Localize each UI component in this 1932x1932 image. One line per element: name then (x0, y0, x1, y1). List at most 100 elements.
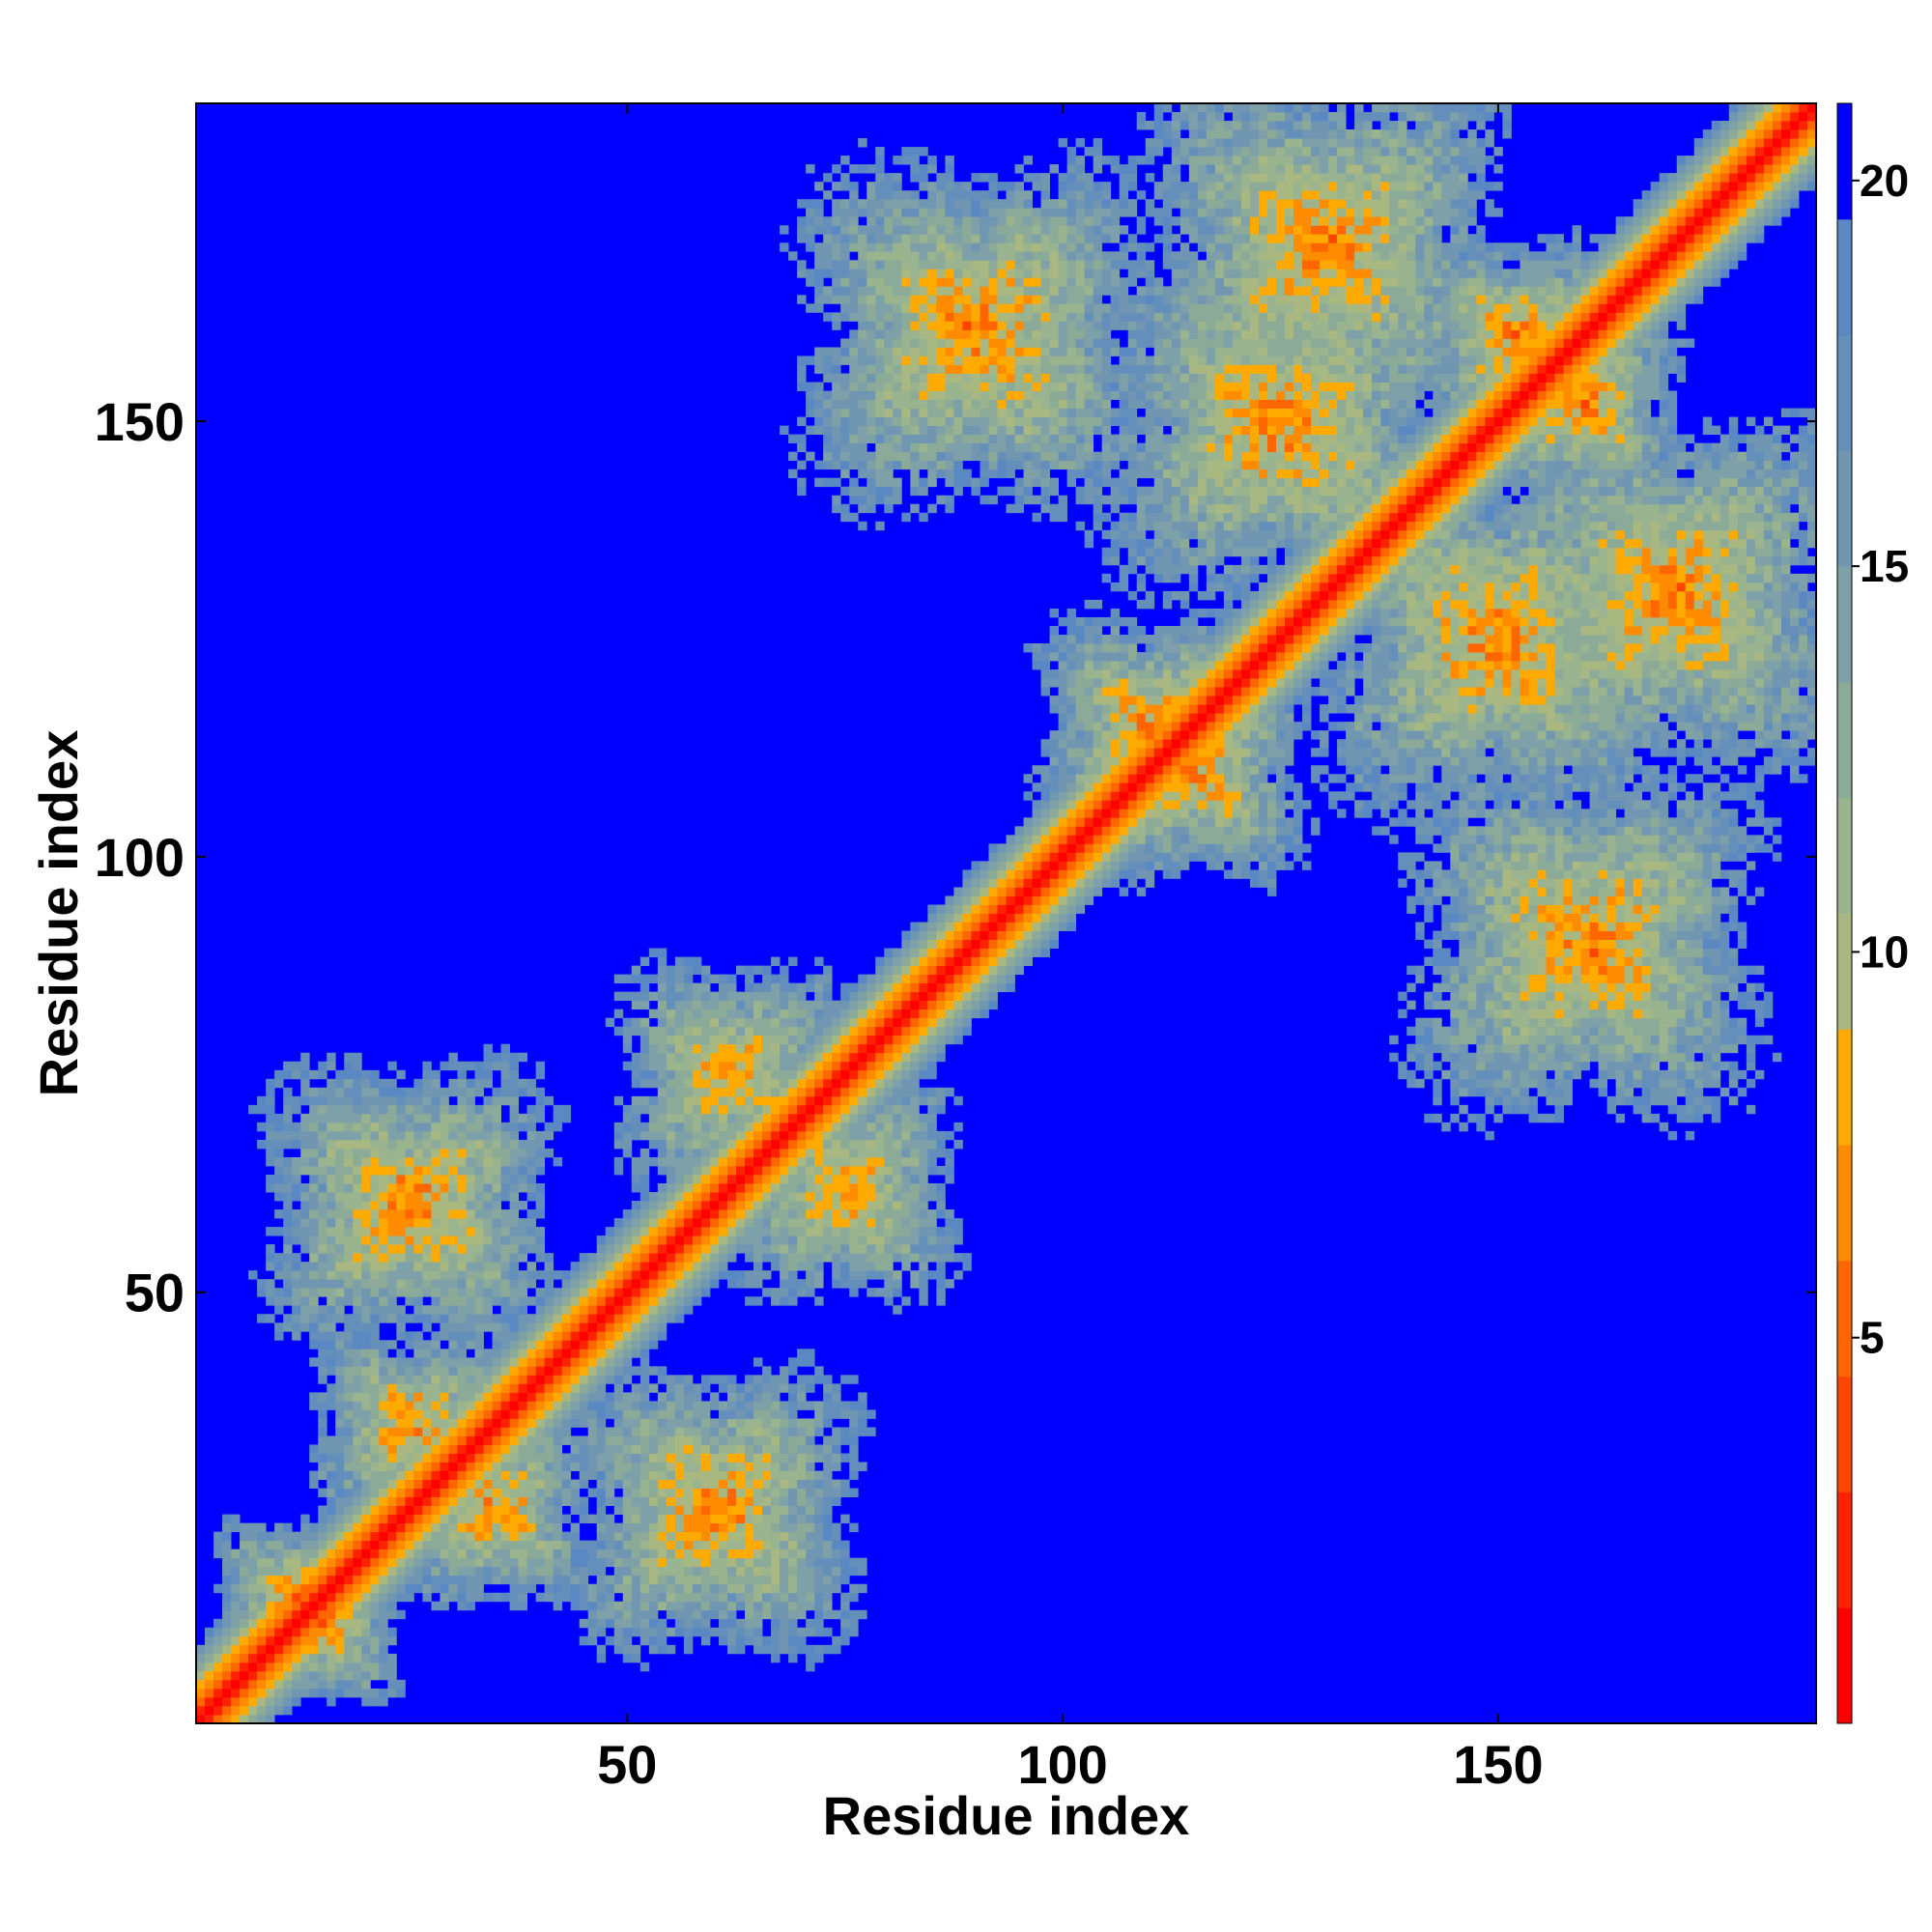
heatmap-cell (344, 1087, 354, 1097)
heatmap-cell (283, 1069, 293, 1080)
heatmap-cell (919, 1288, 928, 1297)
heatmap-cell (466, 1366, 475, 1376)
heatmap-cell (474, 1165, 484, 1176)
heatmap-cell (518, 1052, 528, 1063)
heatmap-cell (474, 1540, 484, 1550)
heatmap-cell (492, 1052, 501, 1063)
heatmap-cell (448, 1113, 458, 1123)
heatmap-cell (745, 1375, 754, 1384)
heatmap-cell (814, 1375, 824, 1384)
heatmap-cell (283, 1262, 293, 1271)
heatmap-cell (553, 1288, 563, 1297)
heatmap-cell (1667, 1069, 1678, 1080)
heatmap-cell (631, 1305, 641, 1315)
heatmap-cell (1554, 1078, 1564, 1089)
heatmap-cell (335, 1192, 345, 1202)
heatmap-cell (840, 1592, 850, 1603)
heatmap-cell (849, 1104, 859, 1115)
heatmap-cell (875, 1192, 885, 1202)
heatmap-cell (535, 1366, 546, 1376)
heatmap-cell (674, 1618, 685, 1629)
heatmap-cell (526, 1409, 537, 1419)
heatmap-cell (309, 1227, 319, 1236)
heatmap-cell (240, 1714, 249, 1724)
heatmap-cell (692, 1122, 702, 1132)
heatmap-cell (709, 1531, 720, 1542)
heatmap-cell (300, 1583, 310, 1594)
heatmap-cell (875, 1087, 885, 1097)
heatmap-cell (466, 1540, 475, 1550)
heatmap-cell (709, 1183, 720, 1193)
heatmap-cell (370, 1618, 380, 1629)
heatmap-cell (745, 1201, 754, 1210)
heatmap-cell (726, 1435, 737, 1445)
heatmap-cell (840, 1104, 850, 1115)
heatmap-cell (570, 1548, 581, 1559)
heatmap-cell (797, 199, 807, 209)
heatmap-cell (674, 1531, 685, 1542)
heatmap-cell (700, 991, 711, 1002)
heatmap-cell (666, 1609, 676, 1620)
heatmap-cell (483, 1496, 493, 1506)
heatmap-cell (413, 1453, 423, 1463)
heatmap-cell (300, 1192, 310, 1202)
heatmap-cell (553, 1357, 563, 1367)
heatmap-cell (745, 1575, 754, 1585)
heatmap-cell (561, 1427, 572, 1436)
heatmap-cell (266, 1575, 275, 1585)
heatmap-cell (745, 1035, 754, 1045)
heatmap-cell (300, 1609, 310, 1620)
heatmap-cell (283, 1644, 293, 1655)
heatmap-cell (457, 1305, 467, 1315)
heatmap-cell (353, 1236, 362, 1245)
heatmap-cell (814, 1244, 824, 1254)
heatmap-cell (422, 1557, 432, 1568)
heatmap-cell (648, 1462, 659, 1471)
heatmap-cell (509, 1305, 519, 1315)
heatmap-cell (422, 1427, 432, 1436)
heatmap-cell (266, 1183, 275, 1193)
heatmap-cell (231, 1601, 241, 1611)
heatmap-cell (318, 1435, 327, 1445)
heatmap-cell (379, 1183, 388, 1193)
heatmap-cell (718, 1470, 728, 1480)
heatmap-cell (718, 1531, 728, 1542)
heatmap-cell (849, 1069, 859, 1080)
heatmap-cell (422, 1496, 432, 1506)
heatmap-cell (806, 1192, 815, 1202)
heatmap-cell (797, 1148, 807, 1158)
heatmap-cell (726, 1148, 737, 1158)
heatmap-cell (387, 1078, 397, 1089)
heatmap-cell (814, 1522, 824, 1533)
heatmap-cell (335, 1644, 345, 1655)
heatmap-cell (344, 1113, 354, 1123)
heatmap-cell (692, 1601, 702, 1611)
heatmap-cell (596, 1357, 607, 1367)
heatmap-cell (509, 1113, 519, 1123)
heatmap-cell (327, 1296, 336, 1306)
heatmap-cell (448, 1165, 458, 1176)
heatmap-cell (806, 1662, 815, 1672)
heatmap-cell (266, 1087, 275, 1097)
heatmap-cell (500, 1479, 510, 1489)
heatmap-cell (257, 1566, 267, 1577)
heatmap-cell (283, 1322, 293, 1332)
heatmap-cell (884, 1113, 894, 1123)
heatmap-cell (893, 1236, 902, 1245)
heatmap-cell (474, 1592, 484, 1603)
heatmap-cell (622, 1244, 633, 1254)
heatmap-cell (448, 1505, 458, 1516)
heatmap-cell (840, 216, 850, 226)
heatmap-cell (823, 355, 833, 365)
heatmap-cell (648, 1227, 659, 1236)
heatmap-cell (631, 1201, 641, 1210)
heatmap-cell (500, 1462, 510, 1471)
heatmap-cell (797, 1078, 807, 1089)
heatmap-cell (910, 1156, 920, 1167)
heatmap-cell (814, 1000, 824, 1010)
heatmap-cell (797, 1156, 807, 1167)
heatmap-cell (622, 1253, 633, 1263)
heatmap-cell (318, 1148, 327, 1158)
heatmap-cell (849, 347, 859, 356)
heatmap-cell (840, 1052, 850, 1063)
